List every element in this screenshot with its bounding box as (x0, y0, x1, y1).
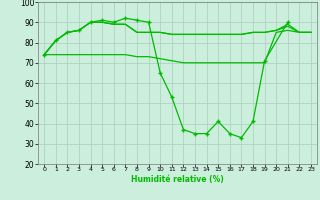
X-axis label: Humidité relative (%): Humidité relative (%) (131, 175, 224, 184)
